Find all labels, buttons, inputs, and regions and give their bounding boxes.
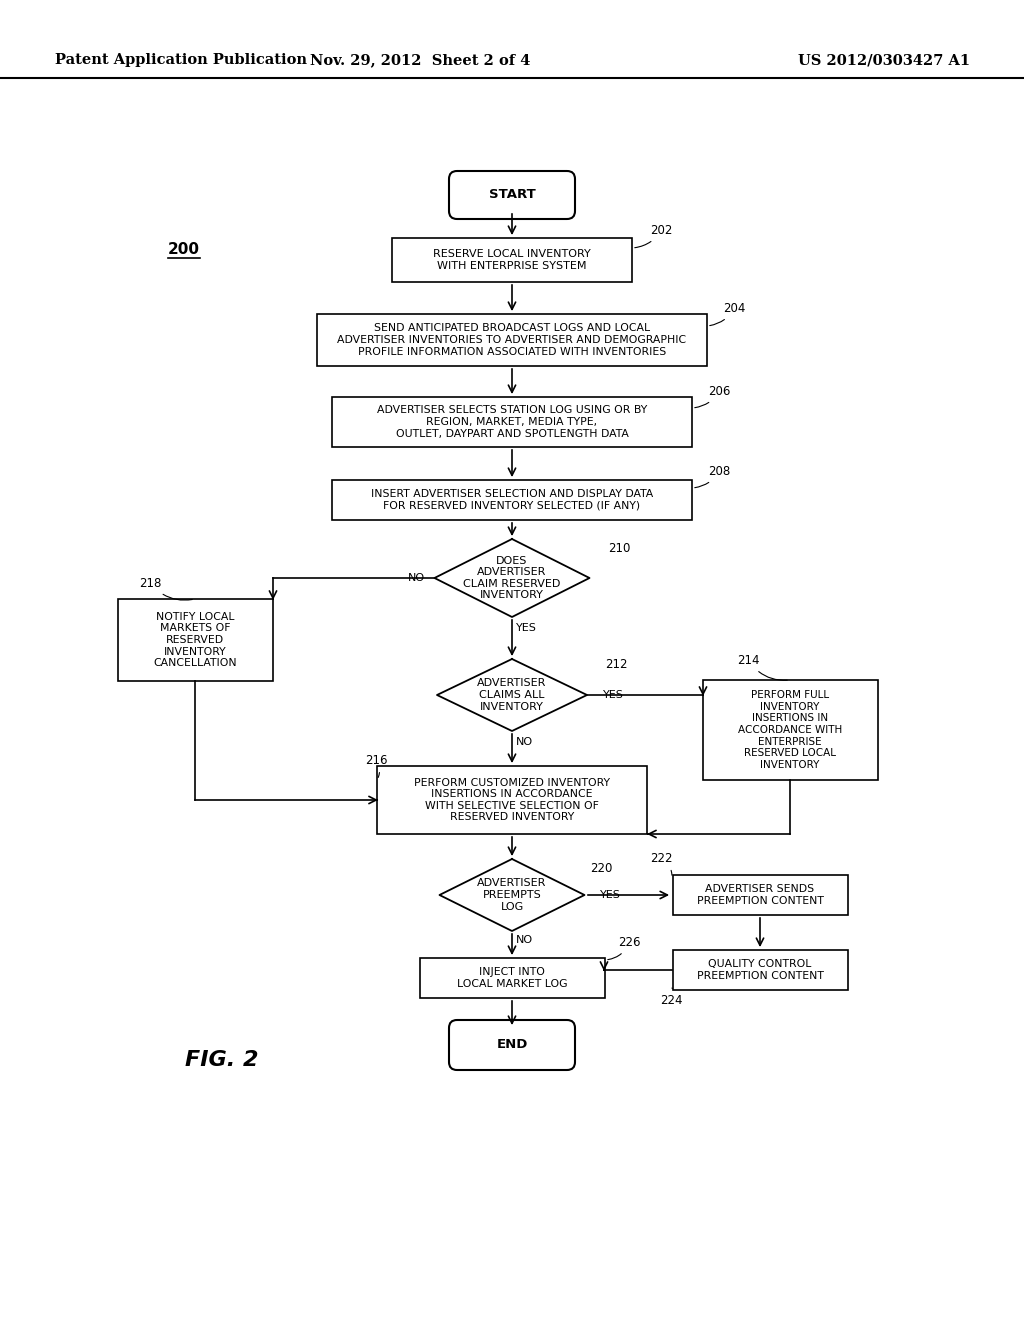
Text: YES: YES (600, 890, 621, 900)
Text: NO: NO (516, 935, 534, 945)
Text: SEND ANTICIPATED BROADCAST LOGS AND LOCAL
ADVERTISER INVENTORIES TO ADVERTISER A: SEND ANTICIPATED BROADCAST LOGS AND LOCA… (338, 323, 686, 356)
Text: ADVERTISER
PREEMPTS
LOG: ADVERTISER PREEMPTS LOG (477, 878, 547, 912)
Text: INJECT INTO
LOCAL MARKET LOG: INJECT INTO LOCAL MARKET LOG (457, 968, 567, 989)
FancyBboxPatch shape (420, 958, 604, 998)
Text: ADVERTISER SENDS
PREEMPTION CONTENT: ADVERTISER SENDS PREEMPTION CONTENT (696, 884, 823, 906)
Text: 226: 226 (608, 936, 640, 960)
Text: NO: NO (408, 573, 425, 583)
Text: 208: 208 (694, 465, 730, 487)
Text: PERFORM FULL
INVENTORY
INSERTIONS IN
ACCORDANCE WITH
ENTERPRISE
RESERVED LOCAL
I: PERFORM FULL INVENTORY INSERTIONS IN ACC… (738, 690, 842, 770)
Text: 204: 204 (710, 302, 745, 326)
Text: NO: NO (516, 737, 534, 747)
Text: 214: 214 (737, 653, 787, 680)
FancyBboxPatch shape (673, 875, 848, 915)
Text: NOTIFY LOCAL
MARKETS OF
RESERVED
INVENTORY
CANCELLATION: NOTIFY LOCAL MARKETS OF RESERVED INVENTO… (154, 611, 237, 668)
Text: YES: YES (603, 690, 624, 700)
Text: END: END (497, 1039, 527, 1052)
Text: 200: 200 (168, 243, 200, 257)
FancyBboxPatch shape (118, 599, 272, 681)
Text: ADVERTISER
CLAIMS ALL
INVENTORY: ADVERTISER CLAIMS ALL INVENTORY (477, 678, 547, 711)
Text: US 2012/0303427 A1: US 2012/0303427 A1 (798, 53, 970, 67)
FancyBboxPatch shape (702, 680, 878, 780)
FancyBboxPatch shape (449, 172, 575, 219)
FancyBboxPatch shape (673, 950, 848, 990)
Text: 206: 206 (694, 385, 730, 408)
Polygon shape (439, 859, 585, 931)
Text: FIG. 2: FIG. 2 (185, 1049, 258, 1071)
Text: RESERVE LOCAL INVENTORY
WITH ENTERPRISE SYSTEM: RESERVE LOCAL INVENTORY WITH ENTERPRISE … (433, 249, 591, 271)
FancyBboxPatch shape (332, 397, 692, 447)
Polygon shape (434, 539, 590, 616)
Text: Nov. 29, 2012  Sheet 2 of 4: Nov. 29, 2012 Sheet 2 of 4 (310, 53, 530, 67)
Text: 220: 220 (590, 862, 612, 874)
Text: 216: 216 (365, 754, 387, 777)
Text: START: START (488, 189, 536, 202)
Text: DOES
ADVERTISER
CLAIM RESERVED
INVENTORY: DOES ADVERTISER CLAIM RESERVED INVENTORY (463, 556, 561, 601)
Text: QUALITY CONTROL
PREEMPTION CONTENT: QUALITY CONTROL PREEMPTION CONTENT (696, 960, 823, 981)
Text: 222: 222 (650, 851, 673, 875)
FancyBboxPatch shape (317, 314, 707, 366)
Text: 212: 212 (605, 659, 628, 672)
Text: 218: 218 (139, 577, 193, 601)
Text: YES: YES (516, 623, 537, 634)
FancyBboxPatch shape (392, 238, 632, 282)
Text: 224: 224 (660, 987, 683, 1007)
Text: Patent Application Publication: Patent Application Publication (55, 53, 307, 67)
FancyBboxPatch shape (332, 480, 692, 520)
FancyBboxPatch shape (449, 1020, 575, 1071)
Polygon shape (437, 659, 587, 731)
Text: PERFORM CUSTOMIZED INVENTORY
INSERTIONS IN ACCORDANCE
WITH SELECTIVE SELECTION O: PERFORM CUSTOMIZED INVENTORY INSERTIONS … (414, 777, 610, 822)
Text: ADVERTISER SELECTS STATION LOG USING OR BY
REGION, MARKET, MEDIA TYPE,
OUTLET, D: ADVERTISER SELECTS STATION LOG USING OR … (377, 405, 647, 438)
FancyBboxPatch shape (377, 766, 647, 834)
Text: INSERT ADVERTISER SELECTION AND DISPLAY DATA
FOR RESERVED INVENTORY SELECTED (IF: INSERT ADVERTISER SELECTION AND DISPLAY … (371, 490, 653, 511)
Text: 202: 202 (635, 224, 673, 248)
Text: 210: 210 (608, 541, 631, 554)
